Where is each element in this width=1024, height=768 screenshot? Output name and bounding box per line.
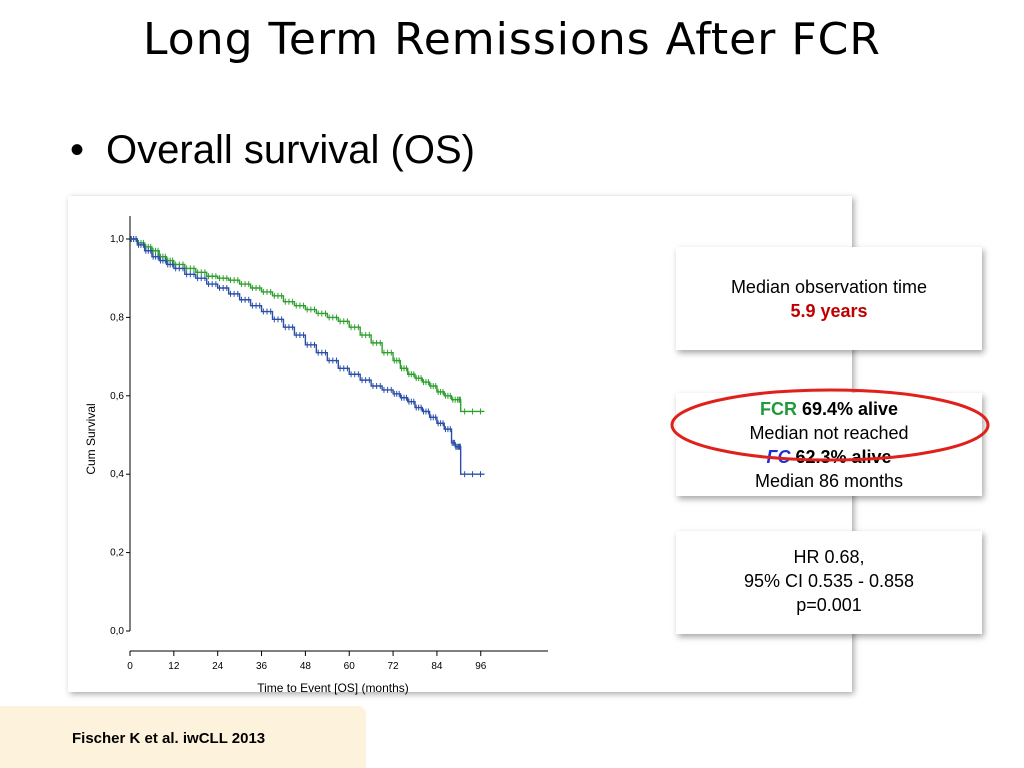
x-tick-label: 0	[127, 661, 133, 672]
arms-box: FCR 69.4% alive Median not reached FC 62…	[676, 393, 982, 496]
x-tick-label: 72	[388, 661, 400, 672]
fc-row: FC 62.3% alive	[676, 445, 982, 469]
observation-box: Median observation time 5.9 years	[676, 247, 982, 350]
slide-title: Long Term Remissions After FCR	[143, 14, 881, 65]
y-tick-label: 1,0	[110, 234, 124, 245]
citation-box: Fischer K et al. iwCLL 2013	[0, 706, 366, 768]
chart-axes: 0,0 0,2 0,4 0,6 0,8 1,0 0 12 24 36 48 60 72 84 96	[110, 216, 548, 672]
x-tick-label: 60	[344, 661, 356, 672]
fc-label: FC	[766, 447, 791, 467]
y-axis-label: Cum Survival	[84, 403, 98, 474]
bullet-point: • Overall survival (OS)	[70, 128, 475, 173]
y-tick-label: 0,0	[110, 626, 124, 637]
x-axis-label: Time to Event [OS] (months)	[257, 681, 409, 695]
survival-chart: 0,0 0,2 0,4 0,6 0,8 1,0 0 12 24 36 48 60 72 84 96 Cum …	[84, 216, 548, 695]
fcr-value: 69.4% alive	[801, 399, 899, 419]
fcr-row: FCR 69.4% alive	[676, 397, 982, 421]
citation-text: Fischer K et al. iwCLL 2013	[72, 730, 266, 747]
observation-label: Median observation time	[730, 277, 928, 297]
bullet-dot: •	[70, 128, 85, 172]
x-tick-label: 96	[475, 661, 487, 672]
confidence-interval: 95% CI 0.535 - 0.858	[743, 571, 915, 591]
fcr-label: FCR	[759, 399, 797, 419]
bullet-text: Overall survival (OS)	[106, 128, 475, 172]
fc-value: 62.3% alive	[795, 447, 892, 467]
x-tick-label: 24	[212, 661, 224, 672]
p-value: p=0.001	[796, 595, 862, 615]
y-tick-label: 0,4	[110, 469, 124, 480]
hazard-ratio: HR 0.68,	[793, 547, 865, 567]
x-tick-label: 48	[300, 661, 312, 672]
y-tick-label: 0,6	[110, 391, 124, 402]
stats-box: HR 0.68, 95% CI 0.535 - 0.858 p=0.001	[676, 531, 982, 634]
survival-curve-fc	[130, 238, 485, 475]
y-tick-label: 0,2	[110, 548, 124, 559]
observation-value: 5.9 years	[790, 301, 868, 321]
x-tick-label: 36	[256, 661, 268, 672]
x-tick-label: 84	[431, 661, 443, 672]
y-tick-label: 0,8	[110, 312, 124, 323]
x-tick-label: 12	[168, 661, 180, 672]
fc-median: Median 86 months	[754, 471, 904, 491]
fcr-median: Median not reached	[749, 423, 909, 443]
chart-series	[130, 236, 485, 478]
